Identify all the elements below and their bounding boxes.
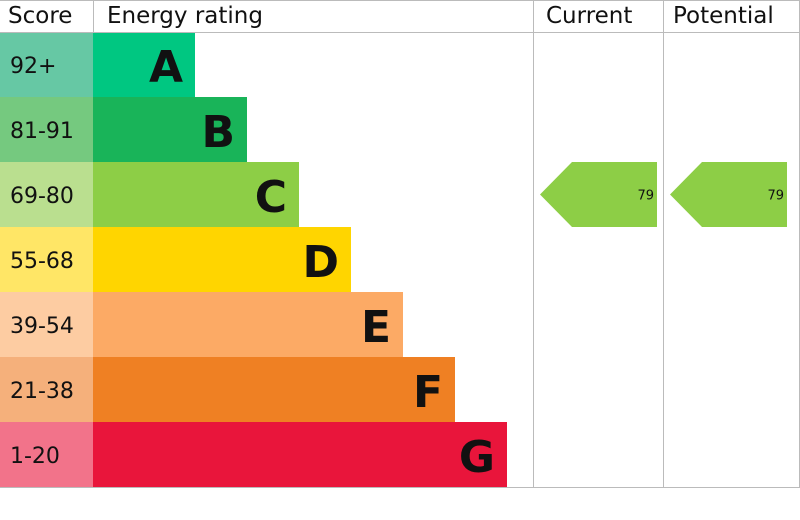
band-bar-D xyxy=(93,227,351,292)
score-range-label: 39-54 xyxy=(10,314,74,339)
header-score: Score xyxy=(8,3,72,29)
band-letter: D xyxy=(302,237,339,288)
band-letter: A xyxy=(149,42,183,93)
score-range-label: 92+ xyxy=(10,54,56,79)
potential-rating-arrow xyxy=(670,162,787,227)
band-bar-E xyxy=(93,292,403,357)
band-letter: F xyxy=(413,367,443,418)
current-rating-arrow xyxy=(540,162,657,227)
header-potential: Potential xyxy=(673,3,774,29)
band-bar-B xyxy=(93,97,247,162)
score-cell-G xyxy=(0,422,93,487)
header-current: Current xyxy=(546,3,632,29)
score-cell-B xyxy=(0,97,93,162)
score-range-label: 69-80 xyxy=(10,184,74,209)
band-bar-C xyxy=(93,162,299,227)
header-energy-rating: Energy rating xyxy=(107,3,263,29)
potential-rating-value: 79 xyxy=(767,189,784,204)
score-cell-F xyxy=(0,357,93,422)
score-range-label: 1-20 xyxy=(10,444,60,469)
band-letter: C xyxy=(255,172,287,223)
band-letter: B xyxy=(201,107,235,158)
band-letter: G xyxy=(459,432,495,483)
band-bar-A xyxy=(93,32,195,97)
current-rating-value: 79 xyxy=(637,189,654,204)
score-cell-A xyxy=(0,32,93,97)
score-cell-D xyxy=(0,227,93,292)
score-cell-E xyxy=(0,292,93,357)
score-range-label: 55-68 xyxy=(10,249,74,274)
score-cell-C xyxy=(0,162,93,227)
score-range-label: 21-38 xyxy=(10,379,74,404)
score-range-label: 81-91 xyxy=(10,119,74,144)
band-bar-G xyxy=(93,422,507,487)
band-letter: E xyxy=(361,302,391,353)
band-bar-F xyxy=(93,357,455,422)
